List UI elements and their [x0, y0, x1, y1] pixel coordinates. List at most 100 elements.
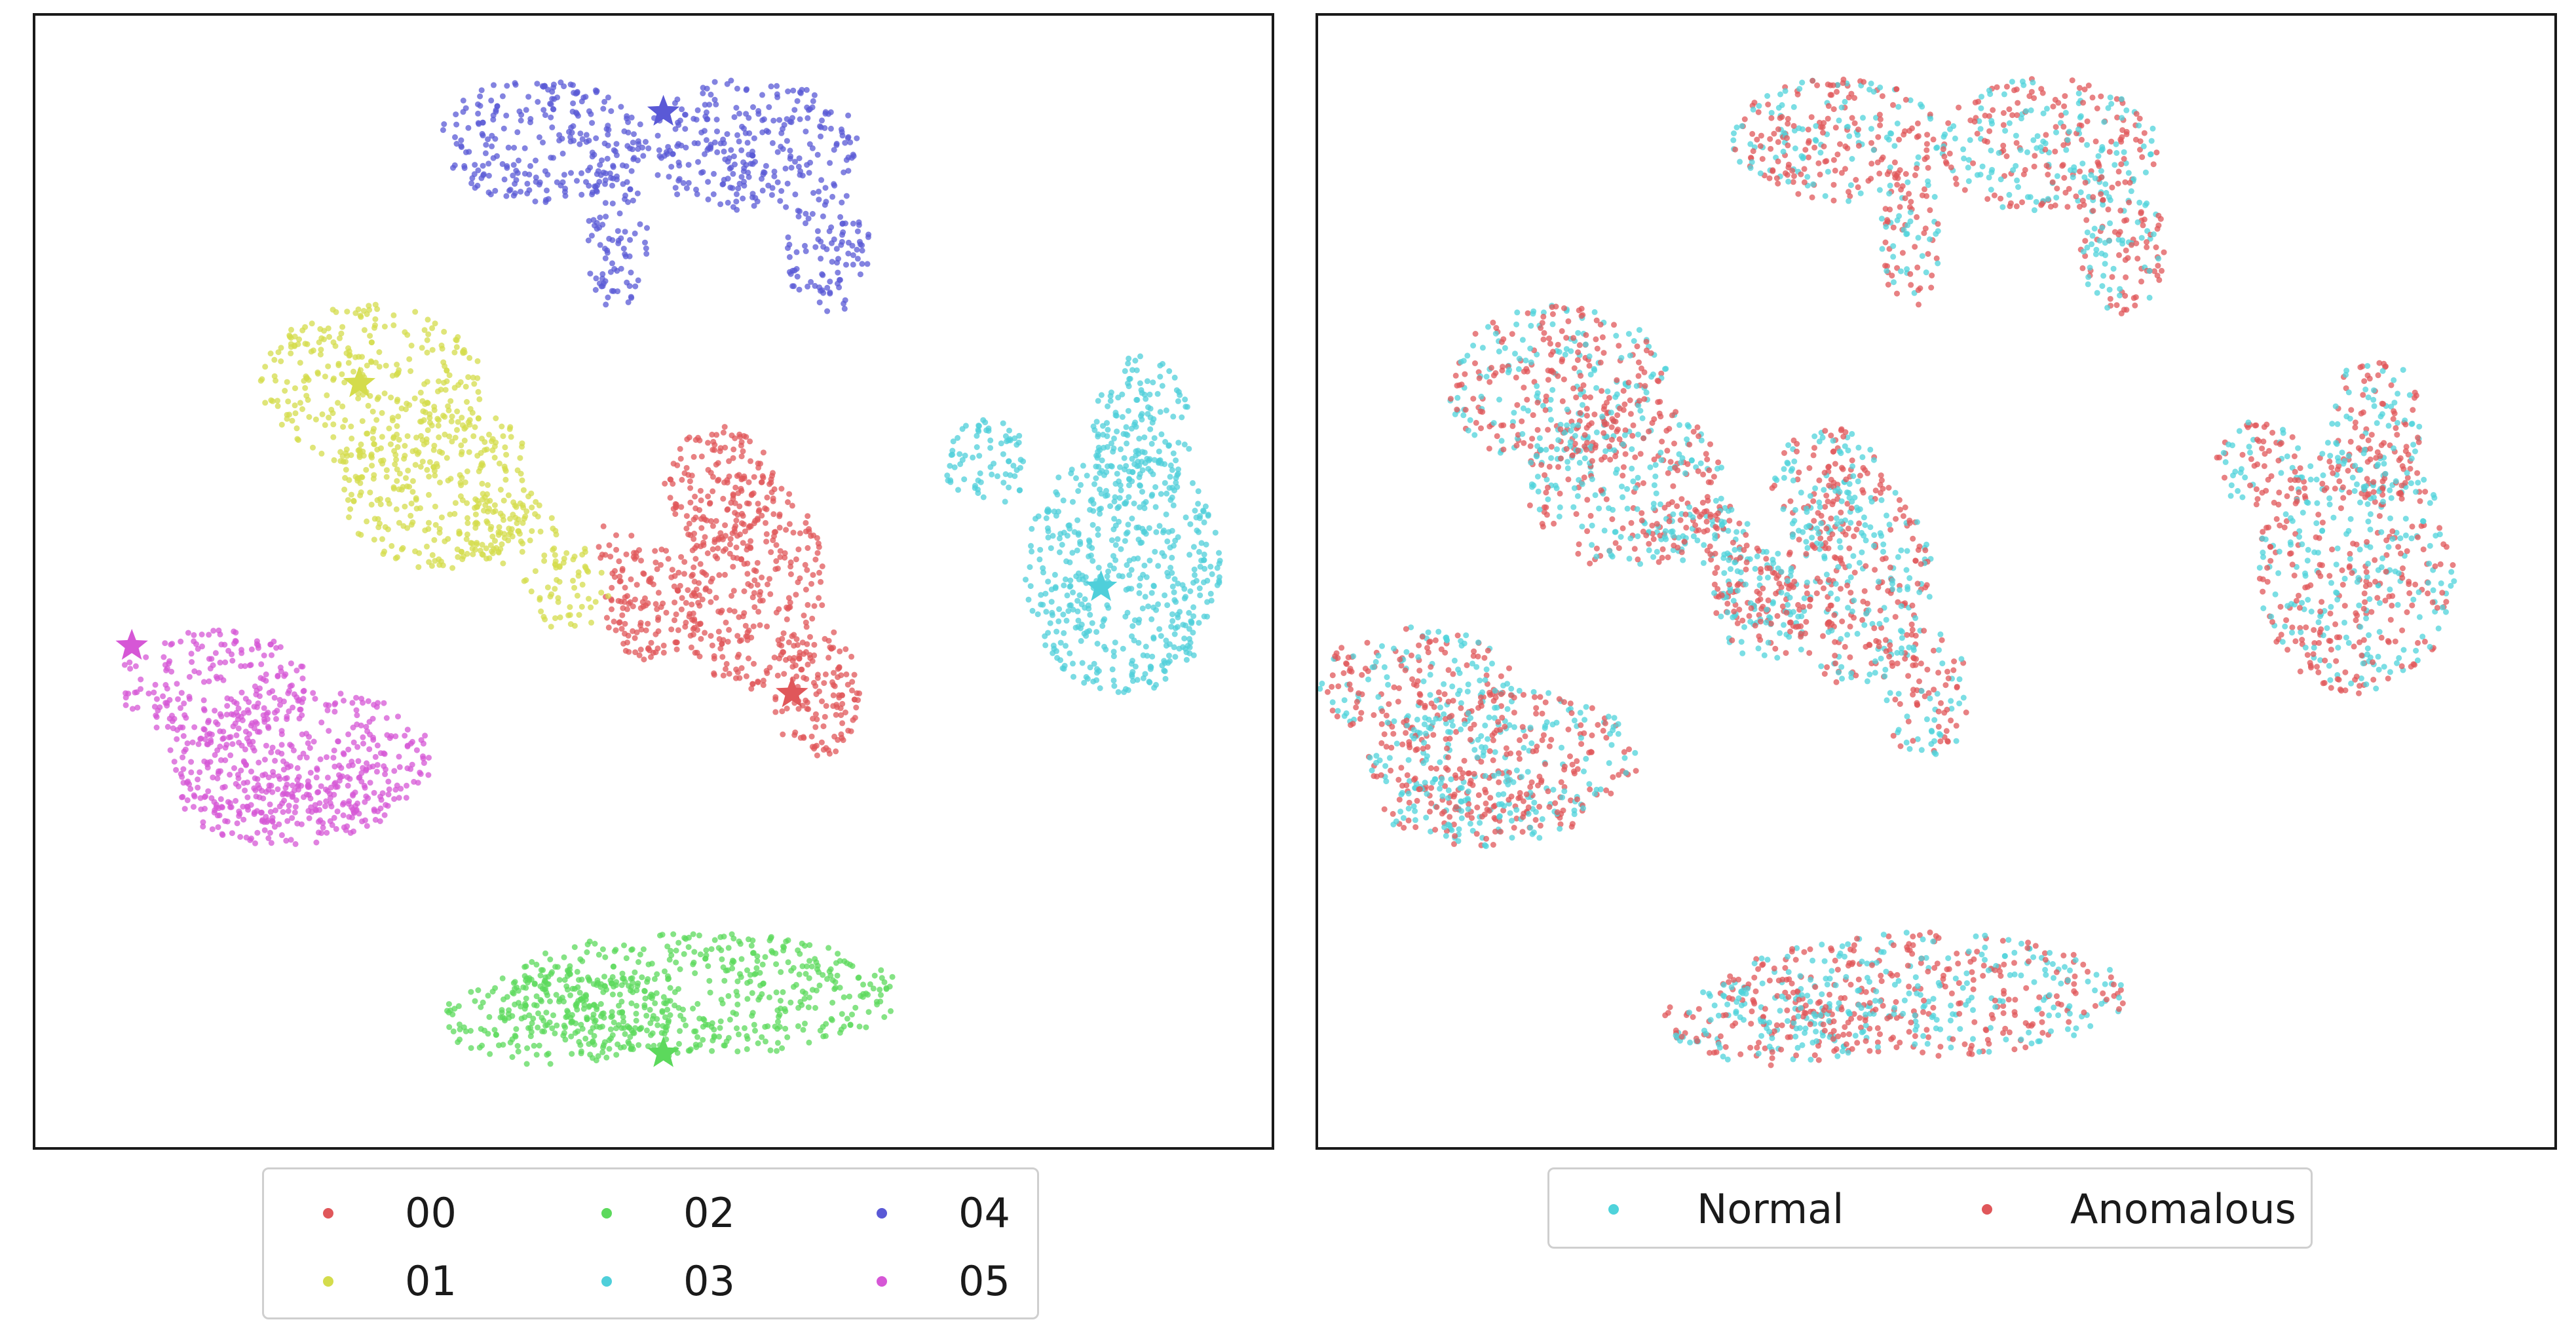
- point-04: [841, 169, 847, 176]
- point-01: [339, 403, 346, 409]
- point-01: [567, 612, 573, 618]
- point-01: [431, 442, 438, 449]
- point-03: [1137, 504, 1143, 510]
- point-02: [639, 974, 645, 981]
- point-03: [1192, 508, 1198, 514]
- point-anomalous: [1658, 370, 1665, 377]
- point-01: [338, 330, 345, 337]
- point-01: [403, 475, 409, 482]
- point-01: [426, 520, 432, 526]
- point-00: [717, 645, 724, 652]
- point-02: [703, 947, 710, 953]
- point-05: [200, 697, 207, 704]
- point-02: [497, 1014, 504, 1021]
- point-01: [368, 339, 375, 346]
- point-00: [804, 567, 810, 573]
- point-02: [774, 1007, 781, 1013]
- point-05: [284, 818, 291, 824]
- point-04: [854, 246, 860, 253]
- point-03: [1116, 573, 1122, 579]
- point-04: [783, 204, 789, 210]
- point-normal: [1408, 624, 1414, 631]
- point-02: [881, 979, 888, 985]
- point-00: [658, 561, 664, 568]
- point-04: [803, 86, 810, 93]
- point-02: [533, 1051, 540, 1058]
- point-05: [284, 782, 290, 787]
- point-01: [313, 416, 319, 423]
- point-00: [768, 489, 775, 495]
- point-03: [1196, 548, 1202, 555]
- point-04: [700, 90, 706, 96]
- point-00: [781, 671, 787, 677]
- point-02: [567, 992, 573, 998]
- point-03: [1087, 506, 1093, 513]
- point-anomalous: [1496, 779, 1502, 785]
- point-normal: [1834, 82, 1841, 88]
- point-00: [783, 656, 789, 663]
- point-00: [812, 724, 819, 730]
- point-05: [305, 740, 311, 746]
- point-05: [303, 754, 310, 761]
- point-01: [436, 434, 442, 440]
- point-05: [259, 809, 265, 816]
- point-04: [803, 128, 809, 135]
- point-03: [1190, 630, 1196, 636]
- point-04: [839, 238, 845, 245]
- point-04: [797, 116, 803, 123]
- point-anomalous: [2267, 558, 2274, 564]
- point-00: [772, 696, 779, 702]
- point-04: [805, 115, 811, 121]
- point-04: [590, 189, 596, 196]
- point-04: [494, 153, 500, 159]
- point-04: [854, 228, 861, 235]
- point-anomalous: [1918, 660, 1924, 667]
- point-00: [731, 608, 738, 615]
- point-anomalous: [1830, 181, 1837, 188]
- point-00: [780, 630, 787, 637]
- point-00: [776, 511, 783, 518]
- point-05: [227, 752, 234, 759]
- point-05: [230, 723, 237, 730]
- point-02: [673, 959, 679, 966]
- point-00: [795, 706, 802, 712]
- point-05: [345, 782, 351, 789]
- point-04: [676, 176, 683, 182]
- point-anomalous: [1513, 815, 1520, 822]
- point-03: [1136, 582, 1143, 589]
- point-04: [672, 126, 679, 132]
- point-01: [454, 426, 460, 433]
- point-01: [358, 441, 364, 447]
- point-02: [523, 995, 529, 1002]
- point-anomalous: [1414, 678, 1421, 685]
- point-04: [450, 164, 456, 171]
- point-02: [696, 1015, 703, 1022]
- point-03: [1146, 558, 1153, 564]
- point-anomalous: [1587, 560, 1593, 567]
- point-02: [762, 1023, 768, 1030]
- point-04: [550, 155, 556, 161]
- point-02: [560, 1032, 567, 1039]
- point-00: [777, 548, 784, 554]
- point-01: [575, 569, 582, 575]
- point-03: [1048, 586, 1055, 593]
- point-04: [583, 139, 590, 145]
- point-05: [350, 739, 357, 746]
- point-04: [691, 140, 698, 146]
- point-00: [730, 492, 736, 499]
- point-04: [700, 169, 706, 176]
- point-05: [162, 700, 169, 706]
- point-01: [464, 515, 470, 521]
- point-05: [264, 819, 270, 825]
- point-04: [654, 132, 661, 139]
- point-01: [299, 406, 305, 412]
- point-02: [734, 1048, 741, 1055]
- point-04: [548, 114, 554, 121]
- point-00: [640, 570, 647, 577]
- point-00: [765, 581, 770, 588]
- point-02: [782, 1006, 788, 1012]
- point-02: [651, 975, 658, 982]
- point-04: [816, 299, 823, 306]
- point-02: [513, 1026, 520, 1032]
- point-05: [209, 826, 216, 833]
